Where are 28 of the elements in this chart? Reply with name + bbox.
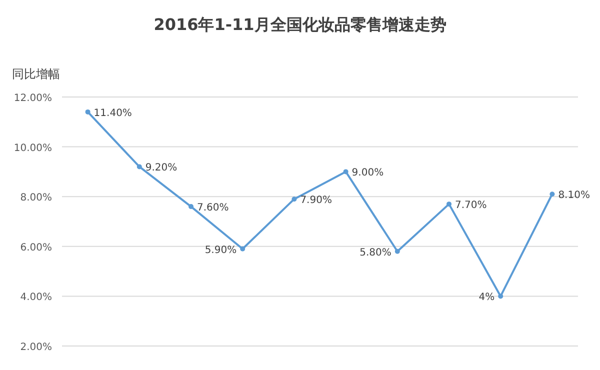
point	[85, 109, 90, 114]
y-tick-label: 4.00%	[20, 292, 52, 304]
data-label: 5.90%	[204, 244, 237, 256]
data-label: 7.60%	[197, 202, 229, 214]
point	[136, 164, 142, 170]
data-label: 8.10%	[558, 190, 590, 202]
point	[188, 204, 194, 210]
point	[292, 196, 297, 202]
y-tick-label: 12.00%	[14, 93, 52, 104]
data-label: 7.70%	[455, 200, 487, 212]
point	[394, 248, 400, 254]
data-label: 5.80%	[360, 247, 392, 258]
y-tick-label: 10.00%	[14, 142, 52, 154]
point	[343, 169, 348, 174]
point	[446, 202, 452, 207]
point	[498, 294, 504, 299]
y-tick-label: 2.00%	[20, 342, 52, 353]
data-label: 9.20%	[145, 162, 178, 174]
y-axis-title: 同比增幅	[12, 67, 60, 81]
point	[240, 246, 246, 252]
data-label: 11.40%	[94, 108, 132, 119]
y-tick-label: 8.00%	[20, 192, 52, 204]
point	[550, 192, 555, 197]
data-label: 9.00%	[352, 168, 384, 179]
chart-title: 2016年1-11月全国化妆品零售增速走势	[154, 15, 446, 34]
data-label: 7.90%	[300, 195, 332, 206]
y-tick-label: 6.00%	[20, 242, 52, 254]
data-label: 4%	[478, 292, 495, 304]
